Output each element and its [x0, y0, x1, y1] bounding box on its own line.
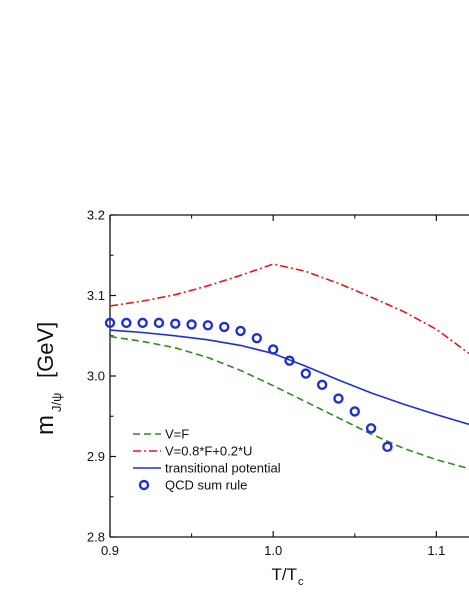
- qcd-sum-rule-point: [170, 318, 181, 329]
- series-line-2: [109, 263, 469, 355]
- qcd-sum-rule-point: [333, 393, 344, 404]
- qcd-sum-rule-point: [202, 320, 214, 331]
- legend-marker: [138, 479, 150, 491]
- qcd-sum-rule-point: [316, 379, 328, 391]
- x-axis-title: T/T: [272, 565, 298, 584]
- y-axis-title-group: m J/ψ [GeV]: [32, 322, 64, 435]
- qcd-sum-rule-point: [104, 317, 116, 329]
- qcd-sum-rule-point: [186, 319, 197, 330]
- y-axis-unit: [GeV]: [33, 322, 58, 378]
- x-tick-label: 1.1: [427, 543, 445, 558]
- y-tick-label: 3.0: [87, 369, 105, 384]
- qcd-sum-rule-point: [300, 368, 312, 379]
- x-tick-label: 1.0: [264, 543, 282, 558]
- series-line-3: [109, 329, 469, 426]
- axes: 2.8 2.9 3.0 3.1 3.2 0.9 1.0 1.1: [87, 208, 469, 558]
- legend-label: V=F: [165, 427, 189, 442]
- y-tick-label: 3.2: [87, 208, 105, 223]
- qcd-sum-rule-point: [219, 321, 230, 333]
- legend-label: QCD sum rule: [165, 478, 247, 493]
- qcd-sum-rule-point: [153, 317, 165, 329]
- y-axis-title: m: [32, 415, 59, 435]
- qcd-sum-rule-point: [382, 441, 393, 453]
- legend-label: V=0.8*F+0.2*U: [165, 444, 252, 459]
- qcd-sum-rule-point: [137, 317, 148, 329]
- y-tick-label: 2.8: [87, 530, 105, 545]
- qcd-sum-rule-point: [284, 355, 295, 366]
- x-axis-title-subscript: c: [298, 576, 304, 588]
- qcd-sum-rule-point: [121, 317, 132, 329]
- qcd-sum-rule-point: [235, 325, 246, 337]
- series-line-1: [109, 335, 469, 470]
- x-tick-label: 0.9: [101, 543, 119, 558]
- y-axis-title-subscript: J/ψ: [49, 393, 64, 412]
- qcd-sum-rule-point: [365, 423, 377, 434]
- axis-titles: T/T c m J/ψ [GeV]: [32, 322, 304, 588]
- qcd-sum-rule-point: [251, 332, 263, 344]
- series-layer: [104, 263, 469, 470]
- legend: V=F V=0.8*F+0.2*U transitional potential QC…: [133, 427, 281, 493]
- y-tick-label: 3.1: [87, 288, 105, 303]
- qcd-sum-rule-point: [349, 406, 360, 417]
- y-tick-label: 2.9: [87, 449, 105, 464]
- legend-label: transitional potential: [165, 461, 281, 476]
- qcd-sum-rule-point: [267, 344, 279, 355]
